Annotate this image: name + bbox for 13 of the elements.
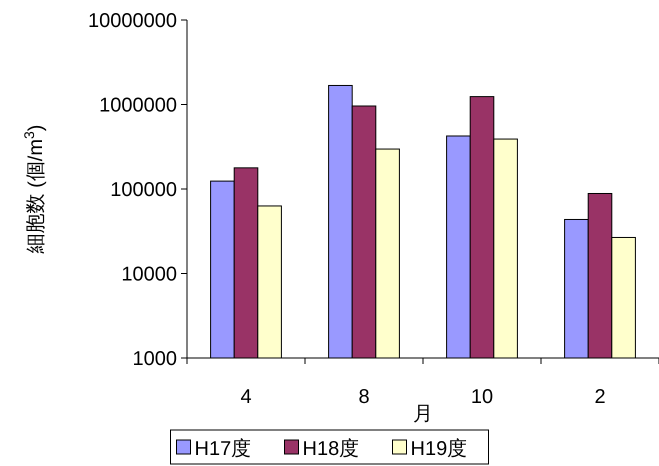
x-tick-label: 8 [358, 386, 370, 408]
y-tick-label: 10000 [121, 264, 177, 286]
y-tick-label: 10000000 [88, 10, 177, 32]
legend-label: H19度 [410, 438, 468, 460]
legend-label: H17度 [194, 438, 252, 460]
x-axis-title: 月 [413, 403, 433, 425]
y-tick-label: 1000000 [99, 94, 177, 116]
x-tick-label: 10 [470, 386, 494, 408]
legend-label: H18度 [302, 438, 360, 460]
y-tick-label: 100000 [110, 179, 177, 201]
y-tick-label: 1000 [132, 348, 177, 370]
x-tick-label: 4 [240, 386, 252, 408]
x-tick-label: 2 [594, 386, 606, 408]
